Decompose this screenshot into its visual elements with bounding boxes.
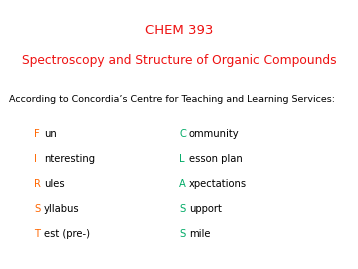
Text: xpectations: xpectations bbox=[189, 179, 247, 189]
Text: CHEM 393: CHEM 393 bbox=[145, 24, 213, 37]
Text: est (pre-): est (pre-) bbox=[44, 229, 90, 239]
Text: C: C bbox=[179, 129, 186, 139]
Text: According to Concordia’s Centre for Teaching and Learning Services:: According to Concordia’s Centre for Teac… bbox=[9, 95, 335, 104]
Text: Spectroscopy and Structure of Organic Compounds: Spectroscopy and Structure of Organic Co… bbox=[22, 54, 336, 67]
Text: nteresting: nteresting bbox=[44, 154, 95, 164]
Text: A: A bbox=[179, 179, 186, 189]
Text: ommunity: ommunity bbox=[189, 129, 239, 139]
Text: esson plan: esson plan bbox=[189, 154, 242, 164]
Text: yllabus: yllabus bbox=[44, 204, 79, 214]
Text: S: S bbox=[34, 204, 40, 214]
Text: ules: ules bbox=[44, 179, 64, 189]
Text: R: R bbox=[34, 179, 41, 189]
Text: mile: mile bbox=[189, 229, 210, 239]
Text: upport: upport bbox=[189, 204, 222, 214]
Text: S: S bbox=[179, 204, 185, 214]
Text: T: T bbox=[34, 229, 40, 239]
Text: F: F bbox=[34, 129, 40, 139]
Text: L: L bbox=[179, 154, 184, 164]
Text: I: I bbox=[34, 154, 37, 164]
Text: un: un bbox=[44, 129, 57, 139]
Text: S: S bbox=[179, 229, 185, 239]
